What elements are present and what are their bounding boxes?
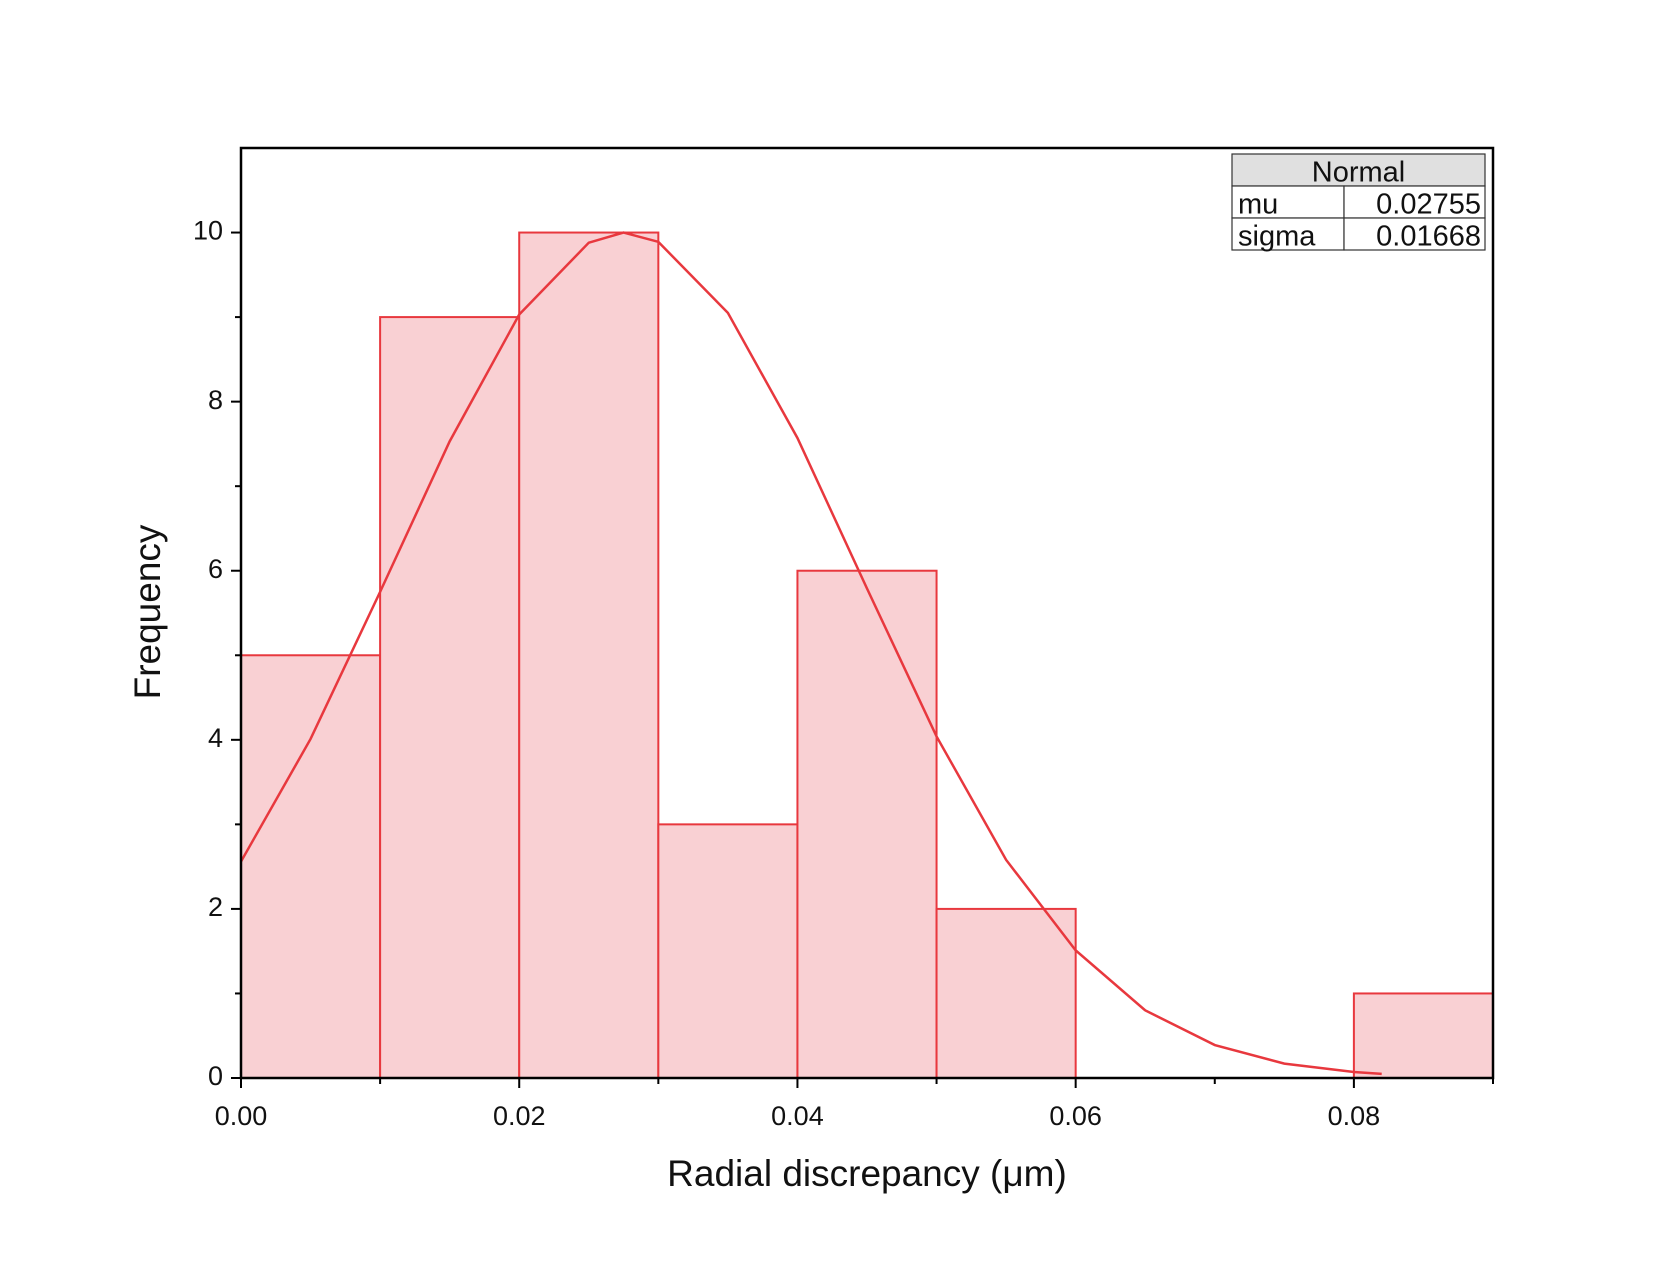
histogram-bar xyxy=(657,823,799,1080)
param-value: 0.02755 xyxy=(1376,189,1481,221)
x-tick-label: 0.06 xyxy=(1049,1101,1102,1131)
x-tick-label: 0.08 xyxy=(1328,1101,1381,1131)
histogram-bar xyxy=(1352,992,1495,1079)
y-tick-label: 2 xyxy=(208,892,223,922)
y-tick-label: 4 xyxy=(208,723,223,753)
y-tick-label: 10 xyxy=(193,216,223,246)
fit-curve xyxy=(239,231,1382,1076)
y-axis-title: Frequency xyxy=(127,524,168,699)
table-header: Normal xyxy=(1312,157,1405,189)
x-tick-label: 0.04 xyxy=(771,1101,824,1131)
y-tick-label: 8 xyxy=(208,385,223,415)
histogram-bar xyxy=(240,654,382,1079)
y-tick-label: 0 xyxy=(208,1061,223,1091)
histogram-bar xyxy=(379,316,521,1080)
histogram-bar xyxy=(935,907,1077,1080)
table-cell xyxy=(1343,185,1486,219)
y-tick-label: 6 xyxy=(208,554,223,584)
x-axis-title: Radial discrepancy (μm) xyxy=(667,1153,1067,1194)
histogram-bar xyxy=(518,231,660,1079)
plot-frame xyxy=(239,146,1495,1080)
param-name: mu xyxy=(1238,189,1278,221)
table-cell xyxy=(1231,185,1345,219)
histogram-bar xyxy=(796,569,938,1080)
table-cell xyxy=(1231,217,1345,251)
x-tick-label: 0.00 xyxy=(215,1101,268,1131)
param-name: sigma xyxy=(1238,221,1316,253)
table-cell xyxy=(1343,217,1486,251)
param-value: 0.01668 xyxy=(1376,221,1481,253)
x-tick-label: 0.02 xyxy=(493,1101,546,1131)
table-header-bg xyxy=(1231,153,1486,187)
